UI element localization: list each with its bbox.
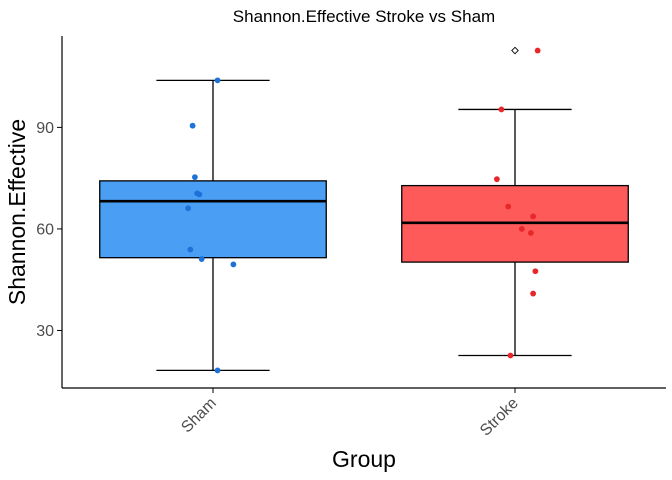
data-point [498, 106, 505, 113]
data-point [507, 352, 514, 359]
data-point [185, 205, 191, 212]
x-axis-title: Group [332, 446, 396, 472]
data-point [518, 226, 525, 232]
y-axis-ticks: 30 60 90 [36, 120, 62, 340]
y-tick-label: 60 [36, 221, 54, 238]
data-point [187, 246, 194, 253]
chart-title: Shannon.Effective Stroke vs Sham [233, 7, 495, 26]
data-point [530, 213, 537, 220]
x-tick-label: Sham [178, 395, 220, 437]
data-point [191, 174, 198, 181]
data-point [198, 256, 205, 262]
plot-area [99, 46, 629, 374]
y-axis-title: Shannon.Effective [4, 119, 30, 305]
x-axis-ticks: Sham Stroke [178, 388, 522, 440]
data-point [189, 122, 196, 129]
y-tick-label: 90 [36, 120, 54, 137]
data-point [530, 290, 537, 297]
y-tick-label: 30 [36, 323, 54, 340]
data-point [493, 176, 500, 183]
box-group-stroke [401, 46, 629, 359]
box-sham [99, 180, 327, 259]
x-tick-label: Stroke [477, 395, 522, 440]
outlier-point [511, 46, 519, 55]
data-point [214, 77, 221, 84]
data-point [505, 203, 512, 210]
data-point [196, 191, 203, 198]
data-point [532, 268, 539, 275]
data-point [230, 261, 237, 268]
data-point [527, 230, 534, 236]
data-point [214, 367, 221, 374]
box-group-sham [99, 77, 327, 374]
data-point [534, 47, 541, 54]
